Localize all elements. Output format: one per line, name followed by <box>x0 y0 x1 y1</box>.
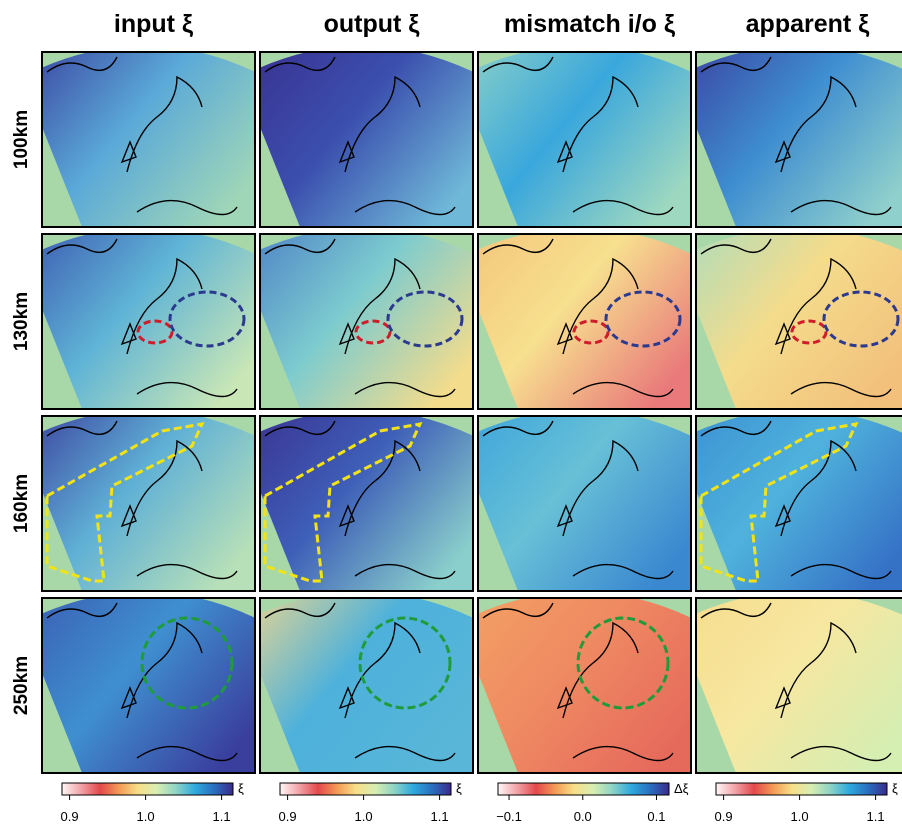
colorbar-tick-label: 0.9 <box>61 809 79 824</box>
map-panel <box>22 46 275 227</box>
colorbar <box>62 783 233 795</box>
column-title: input ξ <box>114 10 194 38</box>
colorbar-tick-label: 0.0 <box>574 809 592 824</box>
colorbar-tick-label: 1.1 <box>867 809 885 824</box>
map-panel <box>22 410 275 591</box>
map-panel <box>22 592 275 773</box>
figure: input ξ output ξ mismatch i/o ξ apparent ξ 1… <box>0 0 902 829</box>
map-panel <box>240 228 493 409</box>
colorbar-tick-label: 0.1 <box>647 809 665 824</box>
map-panel <box>676 46 902 227</box>
column-title: apparent ξ <box>746 10 871 38</box>
map-panel <box>240 410 493 591</box>
map-panel <box>676 410 902 591</box>
row-label: 160km <box>11 474 32 533</box>
row-label: 100km <box>11 110 32 169</box>
colorbar-tick-label: 0.9 <box>279 809 297 824</box>
colorbar <box>280 783 451 795</box>
column-title: output ξ <box>324 10 421 38</box>
map-panel <box>458 410 711 591</box>
colorbar-unit: ξ <box>238 781 244 796</box>
colorbar-tick-label: 1.0 <box>355 809 373 824</box>
map-panel <box>676 228 902 409</box>
colorbar-tick-label: 1.1 <box>213 809 231 824</box>
map-panel <box>458 228 711 409</box>
colorbar-unit: ξ <box>892 781 898 796</box>
colorbar-tick-label: 1.0 <box>791 809 809 824</box>
colorbar-tick-label: 1.0 <box>137 809 155 824</box>
map-panel <box>458 592 711 773</box>
colorbar-tick-label: −0.1 <box>496 809 522 824</box>
map-panel <box>22 228 275 409</box>
colorbar <box>498 783 669 795</box>
colorbar-unit: Δξ <box>674 781 689 796</box>
colorbar-tick-label: 1.1 <box>431 809 449 824</box>
row-label: 130km <box>11 292 32 351</box>
map-panel <box>676 592 902 773</box>
map-panel <box>240 46 493 227</box>
map-panel <box>240 592 493 773</box>
colorbar <box>716 783 887 795</box>
column-title: mismatch i/o ξ <box>504 10 676 38</box>
colorbar-unit: ξ <box>456 781 462 796</box>
map-panel <box>458 46 711 227</box>
colorbar-tick-label: 0.9 <box>715 809 733 824</box>
row-label: 250km <box>11 656 32 715</box>
